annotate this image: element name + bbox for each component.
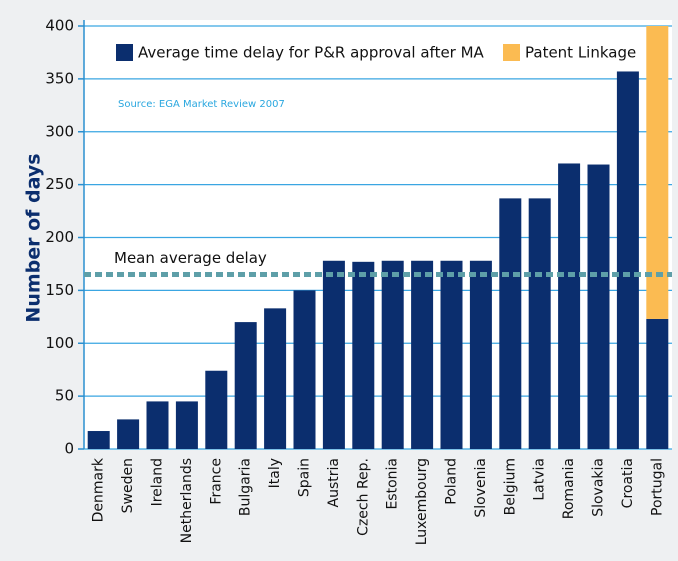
x-tick-label: Croatia xyxy=(620,458,636,508)
x-tick-label: Czech Rep. xyxy=(355,458,371,536)
x-tick-label: Poland xyxy=(444,458,460,505)
x-tick-label: Italy xyxy=(267,458,283,488)
bar xyxy=(322,260,345,449)
y-tick-label: 100 xyxy=(45,334,74,352)
bar xyxy=(234,322,257,449)
x-tick-label: Portugal xyxy=(649,458,665,516)
legend-swatch xyxy=(503,44,520,61)
y-tick-label: 200 xyxy=(45,228,74,246)
bar xyxy=(87,431,110,449)
bar xyxy=(117,419,140,449)
bar xyxy=(499,198,522,449)
x-tick-label: France xyxy=(208,458,224,505)
y-tick-label: 50 xyxy=(55,387,74,405)
y-tick-label: 150 xyxy=(45,281,74,299)
x-tick-label: Denmark xyxy=(91,457,107,522)
bar xyxy=(411,260,434,449)
bar xyxy=(381,260,404,449)
y-tick-label: 300 xyxy=(45,122,74,140)
y-tick-label: 350 xyxy=(45,69,74,87)
bar xyxy=(264,308,287,449)
x-tick-label: Belgium xyxy=(502,458,518,515)
legend-label: Average time delay for P&R approval afte… xyxy=(138,44,485,62)
x-tick-label: Slovakia xyxy=(591,458,607,517)
annotation: Mean average delay xyxy=(114,249,267,267)
legend-label: Patent Linkage xyxy=(525,44,636,62)
x-tick-label: Netherlands xyxy=(179,458,195,543)
bar xyxy=(352,261,375,449)
legend-swatch xyxy=(116,44,133,61)
x-tick-label: Bulgaria xyxy=(238,458,254,516)
bar xyxy=(646,26,669,319)
source: Source: EGA Market Review 2007 xyxy=(118,99,285,110)
bar xyxy=(440,260,463,449)
bar xyxy=(587,164,610,449)
bar xyxy=(616,71,639,449)
x-tick-label: Sweden xyxy=(120,458,136,513)
bar xyxy=(469,260,492,449)
bar xyxy=(646,318,669,449)
bar xyxy=(293,290,316,449)
x-tick-label: Romania xyxy=(561,458,577,519)
bar xyxy=(558,163,581,449)
bar xyxy=(175,401,198,449)
plot-area xyxy=(84,20,672,449)
x-tick-label: Slovenia xyxy=(473,458,489,518)
x-tick-label: Austria xyxy=(326,458,342,507)
bar xyxy=(205,370,228,449)
x-tick-label: Estonia xyxy=(385,458,401,510)
y-tick-label: 250 xyxy=(45,175,74,193)
x-tick-label: Luxembourg xyxy=(414,458,430,545)
bar xyxy=(146,401,169,449)
x-tick-label: Ireland xyxy=(150,458,166,506)
y-tick-label: 0 xyxy=(64,440,74,458)
y-tick-label: 400 xyxy=(45,17,74,35)
bar xyxy=(528,198,551,449)
y-axis-title: Number of days xyxy=(23,153,45,322)
x-tick-label: Latvia xyxy=(532,458,548,501)
x-tick-label: Spain xyxy=(297,458,313,497)
